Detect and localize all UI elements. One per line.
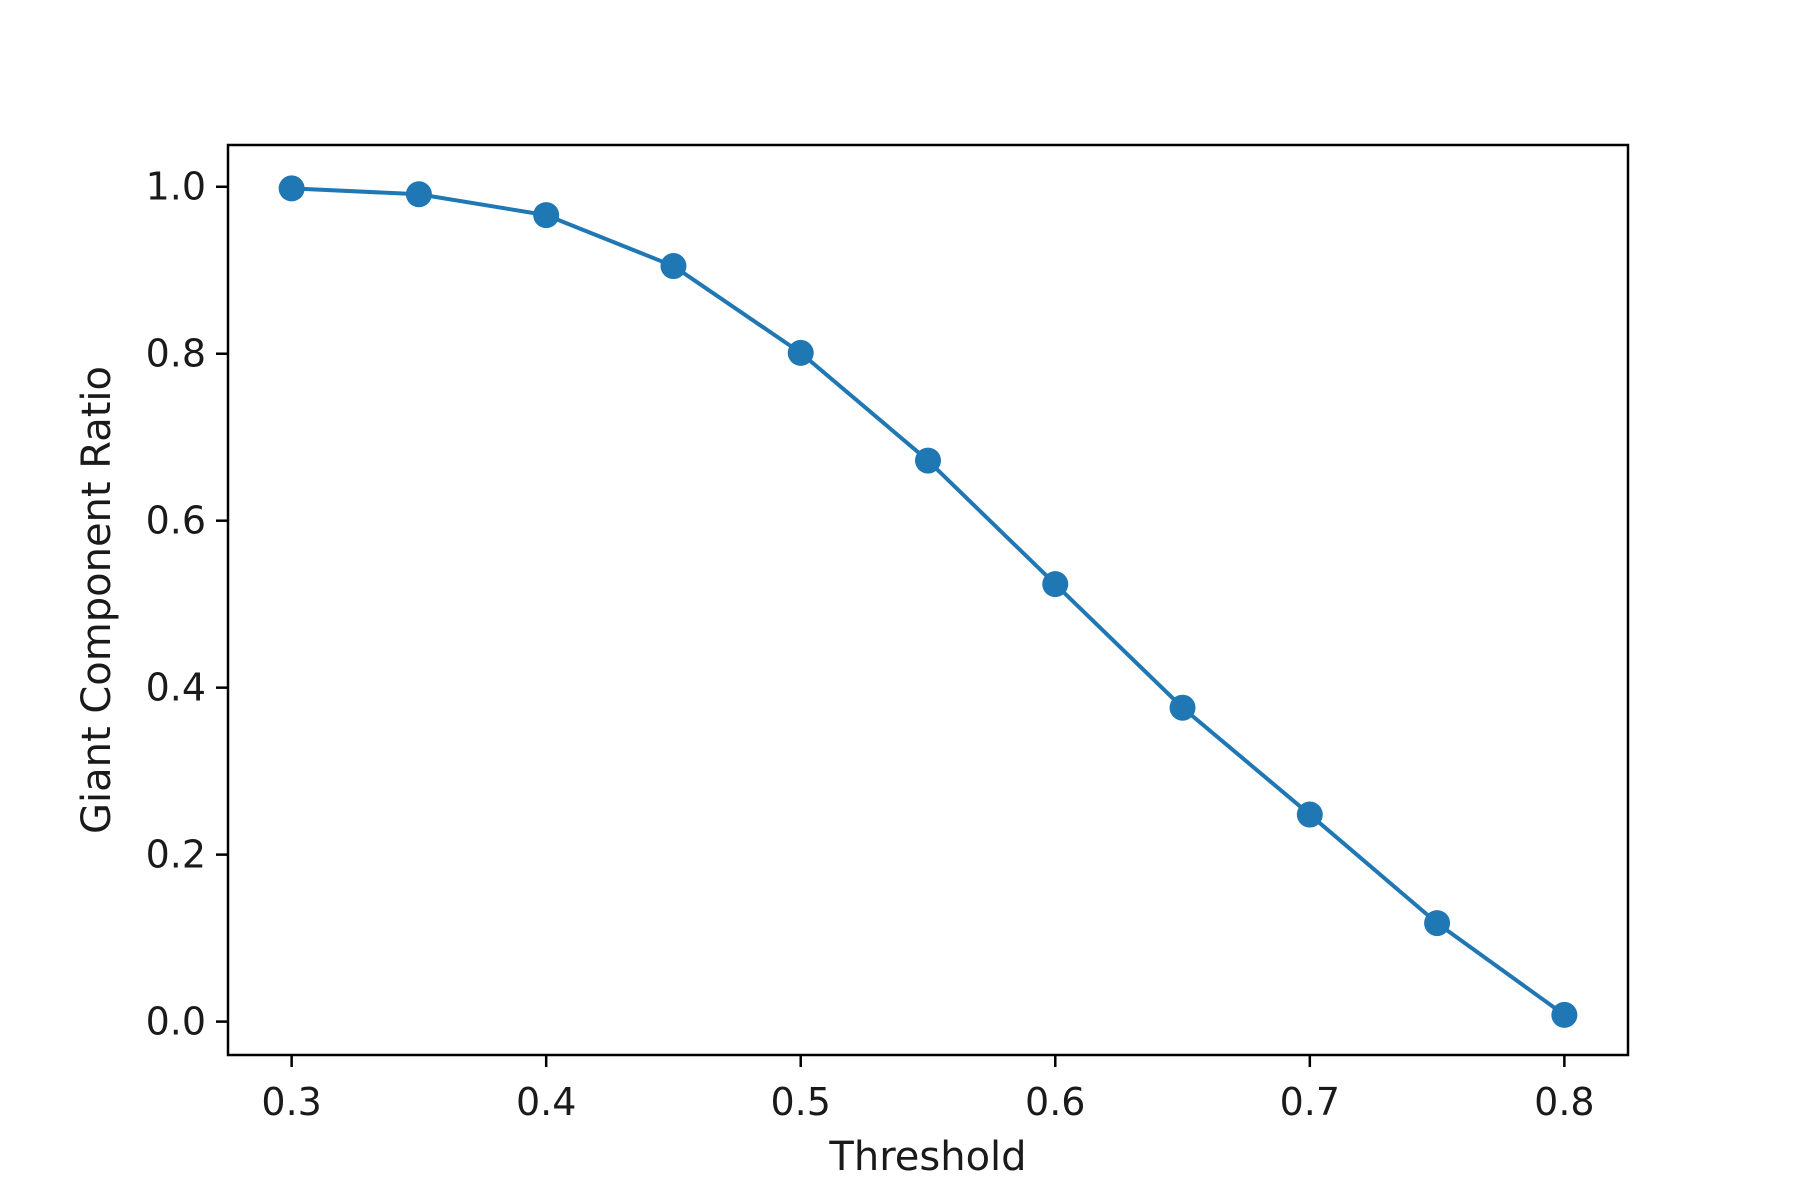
plot-frame (226, 143, 1630, 1057)
y-tick-label: 0.4 (146, 666, 206, 710)
series-line (289, 186, 1567, 1017)
y-tick-label: 0.0 (146, 1000, 206, 1044)
y-tick-label: 0.8 (146, 332, 206, 376)
data-point (533, 202, 560, 229)
y-axis: 0.0 0.2 0.4 0.6 0.8 1.0 (146, 165, 228, 1044)
x-axis: 0.3 0.4 0.5 0.6 0.7 0.8 (261, 1055, 1595, 1124)
x-axis-label: Threshold (828, 1134, 1026, 1180)
data-point (915, 447, 941, 474)
plot-area (278, 175, 1578, 1028)
x-tick-label: 0.6 (1025, 1080, 1085, 1124)
x-tick-label: 0.7 (1280, 1080, 1340, 1124)
data-point (1169, 694, 1196, 721)
y-tick-label: 0.6 (146, 499, 206, 543)
y-tick-label: 0.2 (146, 833, 206, 877)
x-tick-label: 0.3 (261, 1080, 321, 1124)
data-point (405, 181, 432, 208)
data-point (1296, 801, 1323, 828)
data-point (787, 339, 814, 366)
data-point (1424, 910, 1451, 937)
data-point (1551, 1001, 1578, 1028)
x-tick-label: 0.4 (516, 1080, 576, 1124)
data-point (278, 175, 305, 202)
data-point (660, 253, 687, 280)
y-tick-label: 1.0 (146, 165, 206, 209)
x-tick-label: 0.5 (771, 1080, 831, 1124)
x-tick-label: 0.8 (1534, 1080, 1594, 1124)
data-point (1042, 571, 1069, 598)
y-axis-label: Giant Component Ratio (74, 366, 120, 834)
